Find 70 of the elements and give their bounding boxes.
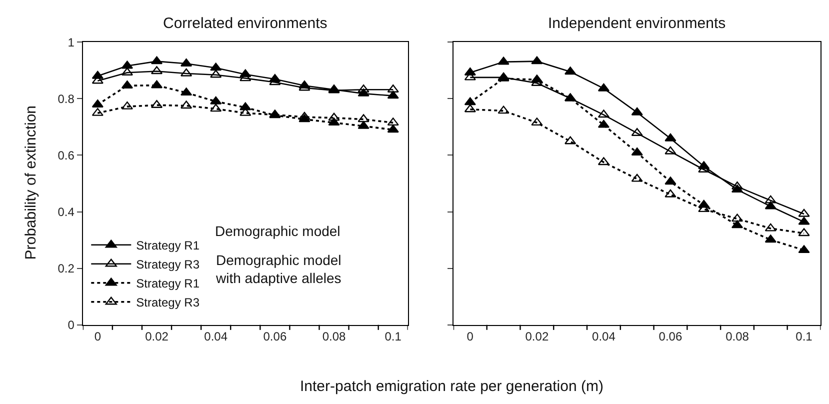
legend-label: Strategy R3: [136, 258, 200, 272]
legend-label: Strategy R1: [136, 238, 200, 253]
point: [664, 133, 676, 142]
point: [564, 66, 576, 75]
point: [631, 174, 643, 182]
x-tick-label: 0.08: [726, 329, 750, 344]
x-tick-label: 0: [466, 329, 474, 344]
point: [210, 70, 222, 78]
point: [387, 118, 399, 126]
point: [531, 74, 543, 83]
point: [764, 234, 776, 243]
y-tick-label: 0.8: [58, 92, 75, 106]
point: [564, 136, 576, 144]
x-tick-label: 0.06: [658, 329, 682, 344]
point: [531, 56, 543, 64]
x-tick-label: 0.06: [263, 329, 287, 344]
point: [180, 100, 192, 109]
x-tick-label: 0.1: [384, 329, 402, 344]
point: [764, 223, 776, 232]
point: [464, 97, 476, 106]
legend-label: Strategy R1: [136, 276, 200, 291]
point: [358, 120, 370, 129]
point: [798, 228, 810, 236]
x-tick-label: 0.02: [145, 329, 169, 344]
x-tick-label: 0.1: [796, 329, 813, 344]
x-tick-label: 0.04: [204, 329, 228, 344]
point: [664, 146, 676, 154]
point: [92, 99, 104, 108]
point: [664, 176, 676, 185]
y-tick-label: 0.4: [58, 204, 75, 219]
point: [498, 56, 510, 65]
point: [210, 96, 222, 104]
x-axis-title: Inter-patch emigration rate per generation (m): [300, 378, 604, 395]
point: [631, 107, 643, 116]
y-axis-title: Probability of extinction: [22, 105, 40, 260]
chart-title: Correlated environments: [163, 15, 328, 32]
point: [798, 208, 810, 217]
point: [180, 88, 192, 96]
x-tick-label: 0.08: [322, 329, 346, 344]
point: [328, 112, 340, 121]
y-tick-label: 0.2: [58, 262, 75, 276]
point: [798, 216, 810, 225]
point: [387, 124, 399, 133]
point: [298, 112, 310, 120]
chart-title: Independent environments: [548, 15, 726, 32]
y-tick-label: 1: [68, 35, 75, 50]
point: [210, 62, 222, 71]
annotation: Demographic model with adaptive alleles: [215, 252, 342, 286]
point: [328, 118, 340, 126]
point: [180, 68, 192, 76]
point: [180, 58, 192, 66]
point: [798, 245, 810, 254]
x-tick-label: 0: [94, 329, 102, 344]
x-tick-label: 0.02: [525, 329, 549, 344]
point: [92, 108, 104, 116]
legend-label: Strategy R3: [136, 296, 200, 310]
x-tick-label: 0.04: [592, 329, 616, 344]
point: [664, 189, 676, 198]
point: [210, 104, 222, 112]
point: [531, 118, 543, 126]
point: [498, 106, 510, 114]
point: [764, 195, 776, 204]
point: [240, 102, 252, 110]
y-tick-label: 0.6: [58, 148, 75, 162]
point: [464, 104, 476, 112]
point: [387, 90, 399, 99]
annotation: Demographic model: [215, 223, 340, 239]
y-tick-label: 0: [68, 318, 75, 332]
point: [358, 114, 370, 122]
point: [631, 148, 643, 156]
